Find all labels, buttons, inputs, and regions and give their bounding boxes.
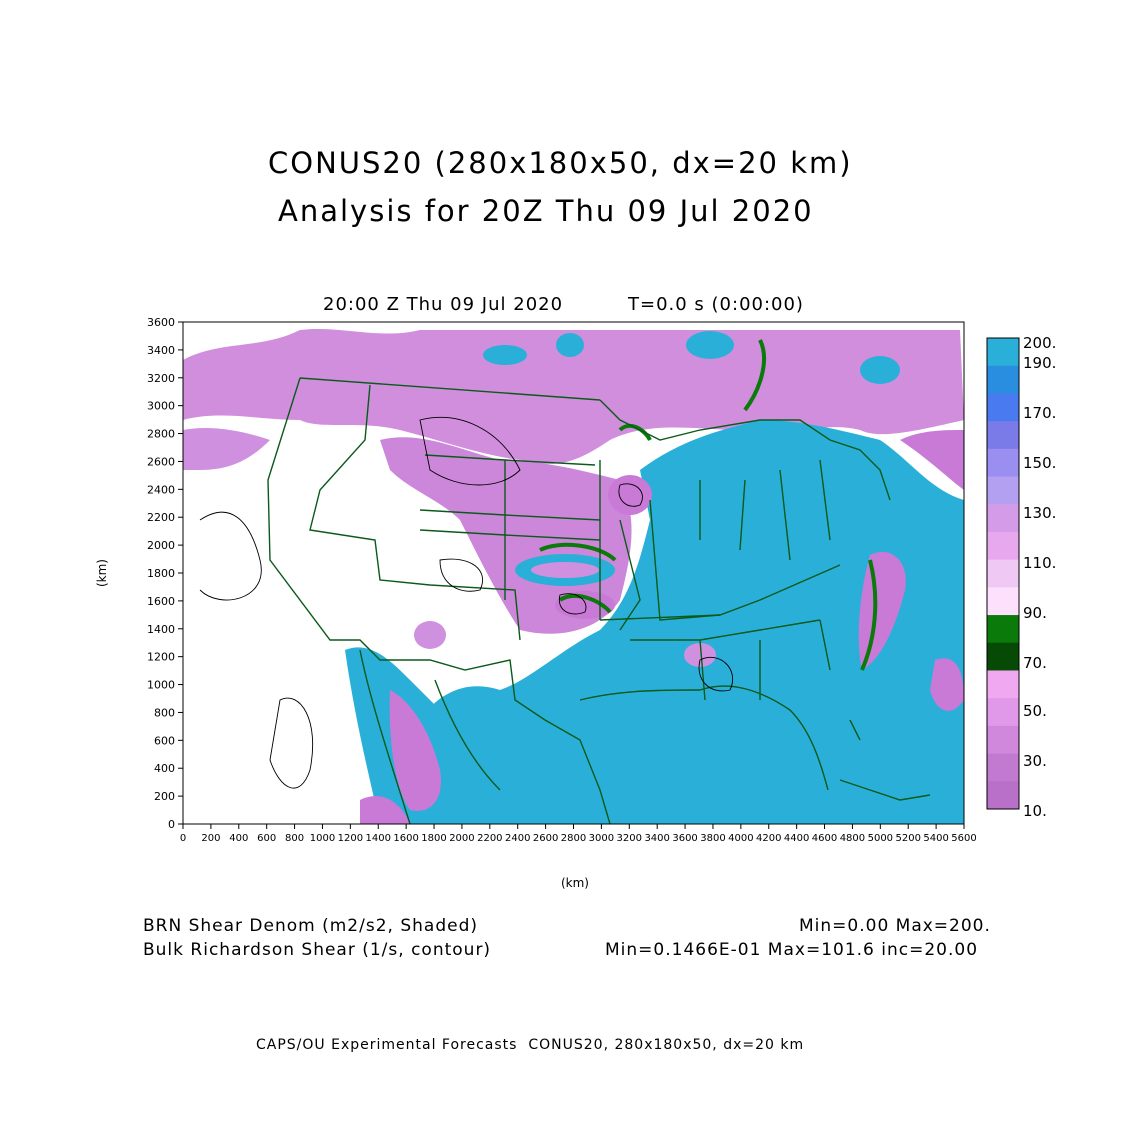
y-tick-label: 1200 [147,651,175,664]
x-tick-label: 800 [285,833,304,844]
x-tick-label: 1600 [393,833,418,844]
x-tick-label: 1400 [366,833,391,844]
footer-credit: CAPS/OU Experimental Forecasts CONUS20, … [256,1037,805,1053]
y-axis: 0 200 400 600 800 1000 1200 1400 1600 1800 2000 220… [147,316,183,831]
colorbar-swatches [987,338,1019,810]
x-tick-label: 3400 [644,833,669,844]
y-axis-label: (km) [95,559,109,587]
colorbar-swatch [987,725,1019,755]
colorbar-swatch [987,670,1019,699]
colorbar-label: 110. [1023,554,1056,572]
model-time: T=0.0 s (0:00:00) [628,294,804,315]
y-tick-label: 2400 [147,483,175,496]
x-tick-label: 4000 [728,833,753,844]
x-tick-label: 600 [257,833,276,844]
x-axis: 0 200 400 600 800 1000 1200 1400 1600 1800 2000 220… [180,824,977,844]
colorbar-swatch [987,476,1019,505]
colorbar-labels: 200. 190. 170. 150. 130. 110. 90. 70. 50. 30. 10. [1023,334,1056,820]
colorbar-swatch [987,504,1019,533]
colorbar-label: 130. [1023,504,1056,522]
y-tick-label: 2600 [147,455,175,468]
colorbar-swatch [987,753,1019,782]
x-tick-label: 4800 [840,833,865,844]
x-tick-label: 2000 [449,833,474,844]
colorbar-label: 150. [1023,454,1056,472]
colorbar-swatch [987,642,1019,671]
x-tick-label: 3200 [617,833,642,844]
y-tick-label: 1400 [147,623,175,636]
x-tick-label: 2800 [561,833,586,844]
contour-field-label: Bulk Richardson Shear (1/s, contour) [143,940,492,960]
y-tick-label: 3200 [147,372,175,385]
colorbar-label: 10. [1023,802,1047,820]
x-tick-label: 2200 [477,833,502,844]
y-tick-label: 600 [154,734,175,747]
y-tick-label: 1800 [147,567,175,580]
y-tick-label: 1600 [147,595,175,608]
colorbar-swatch [987,559,1019,588]
colorbar-frame [986,337,1020,810]
y-tick-label: 800 [154,706,175,719]
x-tick-label: 5000 [868,833,893,844]
political-borders [267,377,931,824]
y-tick-label: 2000 [147,539,175,552]
x-axis-label: (km) [561,876,589,890]
colorbar-swatch [987,587,1019,616]
colorbar-label: 30. [1023,752,1047,770]
colorbar-swatch [987,781,1019,810]
x-tick-label: 200 [201,833,220,844]
x-tick-label: 4600 [812,833,837,844]
x-tick-label: 5400 [923,833,948,844]
shaded-field-range: Min=0.00 Max=200. [799,916,991,936]
colorbar-swatch [987,615,1019,644]
valid-time: 20:00 Z Thu 09 Jul 2020 [323,294,564,315]
colorbar-label: 190. [1023,354,1056,372]
x-tick-label: 3600 [672,833,697,844]
x-tick-label: 2600 [533,833,558,844]
y-tick-label: 1000 [147,679,175,692]
x-tick-label: 3000 [589,833,614,844]
x-tick-label: 2400 [505,833,530,844]
y-tick-label: 2800 [147,428,175,441]
x-tick-label: 1200 [338,833,363,844]
x-tick-label: 0 [180,833,186,844]
x-tick-label: 3800 [700,833,725,844]
y-tick-label: 400 [154,762,175,775]
colorbar-swatch [987,393,1019,422]
x-tick-label: 400 [229,833,248,844]
shaded-field-label: BRN Shear Denom (m2/s2, Shaded) [143,916,478,936]
x-tick-label: 1000 [310,833,335,844]
x-tick-label: 5600 [951,833,976,844]
contour-lines [199,417,734,789]
colorbar-label: 50. [1023,702,1047,720]
title-line-2: Analysis for 20Z Thu 09 Jul 2020 [278,194,814,228]
colorbar-label: 200. [1023,334,1056,352]
y-tick-label: 3600 [147,316,175,329]
colorbar-label: 170. [1023,404,1056,422]
title-line-1: CONUS20 (280x180x50, dx=20 km) [268,146,853,180]
y-tick-label: 3000 [147,400,175,413]
y-tick-label: 0 [168,818,175,831]
colorbar-swatch [987,365,1019,394]
y-tick-label: 3400 [147,344,175,357]
x-tick-label: 5200 [895,833,920,844]
y-tick-label: 200 [154,790,175,803]
colorbar-swatch [987,338,1019,367]
colorbar-label: 70. [1023,654,1047,672]
x-tick-label: 1800 [421,833,446,844]
x-tick-label: 4200 [756,833,781,844]
colorbar-swatch [987,448,1019,478]
colorbar-swatch [987,698,1019,727]
colorbar-swatch [987,421,1019,450]
y-tick-label: 2200 [147,511,175,524]
colorbar-label: 90. [1023,604,1047,622]
colorbar-swatch [987,531,1019,561]
x-tick-label: 4400 [784,833,809,844]
contour-field-range: Min=0.1466E-01 Max=101.6 inc=20.00 [605,940,979,960]
